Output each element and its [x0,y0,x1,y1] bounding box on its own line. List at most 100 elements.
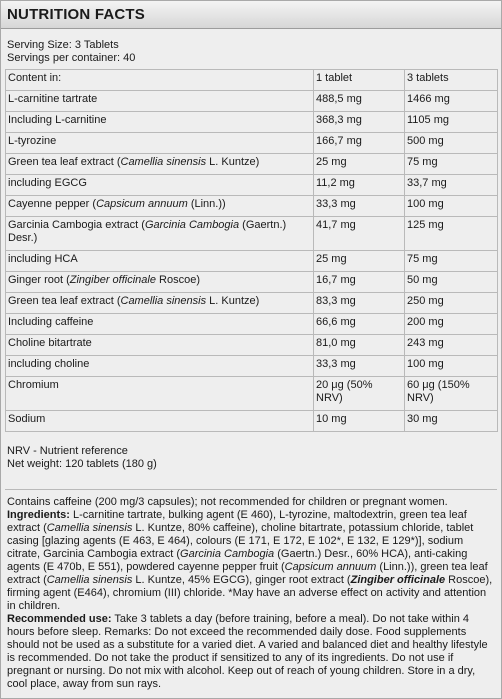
amount-3-tablets: 33,7 mg [404,174,498,196]
latin-name: Capsicum annuum [284,561,377,573]
table-row: Cayenne pepper (Capsicum annuum (Linn.))… [5,195,498,217]
nutrient-name-part: Roscoe) [155,274,200,286]
latin-name-bold: Zingiber officinale [350,574,446,586]
latin-name: Garcinia Cambogia [180,548,275,560]
nutrient-name-part: Green tea leaf extract ( [8,295,121,307]
recommended-use-text: Take 3 tablets a day (before training, b… [7,613,488,690]
ingredients-part: Roscoe), firming agent (E464), chromium … [7,574,493,612]
nutrient-name: Ginger root (Zingiber officinale Roscoe) [5,271,314,293]
amount-1-tablet: 16,7 mg [313,271,405,293]
table-row: Including L-carnitine 368,3 mg 1105 mg [5,111,498,133]
nutrient-name-part: Green tea leaf extract ( [8,156,121,168]
nutrient-name: L-carnitine tartrate [5,90,314,112]
amount-3-tablets: 100 mg [404,355,498,377]
nutrient-name: Garcinia Cambogia extract (Garcinia Camb… [5,216,314,251]
latin-name: Camellia sinensis [46,574,133,586]
amount-1-tablet: 81,0 mg [313,334,405,356]
nutrient-name-part: L. Kuntze) [206,156,260,168]
nutrient-name-part: Cayenne pepper ( [8,198,97,210]
amount-1-tablet: 66,6 mg [313,313,405,335]
ingredients-text: Contains caffeine (200 mg/3 capsules); n… [7,496,495,691]
ingredients-part: L. Kuntze, 45% EGCG), ginger root extrac… [132,574,351,586]
nutrient-name-part: Ginger root ( [8,274,70,286]
amount-1-tablet: 25 mg [313,153,405,175]
amount-1-tablet: 41,7 mg [313,216,405,251]
nutrient-name: Chromium [5,376,314,411]
nutrition-table-body: Content in: 1 tablet 3 tablets L-carniti… [5,69,498,432]
recommended-use-label: Recommended use: [7,613,112,625]
table-row: Sodium 10 mg 30 mg [5,410,498,432]
amount-3-tablets: 200 mg [404,313,498,335]
serving-size: Serving Size: 3 Tablets [7,39,119,51]
net-weight: Net weight: 120 tablets (180 g) [7,458,157,470]
servings-per-container: Servings per container: 40 [7,52,136,64]
nutrient-name: Green tea leaf extract (Camellia sinensi… [5,153,314,175]
table-row: Green tea leaf extract (Camellia sinensi… [5,153,498,175]
amount-1-tablet: 33,3 mg [313,355,405,377]
nutrient-name: Including L-carnitine [5,111,314,133]
ingredients-part: L-carnitine tartrate, bulking agent (E 4… [7,509,467,534]
nutrient-name: Including caffeine [5,313,314,335]
table-row: Garcinia Cambogia extract (Garcinia Camb… [5,216,498,251]
header-3-tablets: 3 tablets [404,69,498,91]
nutrient-name-part: L. Kuntze) [206,295,260,307]
amount-3-tablets: 1466 mg [404,90,498,112]
amount-3-tablets: 75 mg [404,250,498,272]
latin-name: Camellia sinensis [46,522,133,534]
nutrient-latin-name: Camellia sinensis [120,156,207,168]
amount-1-tablet: 10 mg [313,410,405,432]
table-header-row: Content in: 1 tablet 3 tablets [5,69,498,91]
nutrient-name: including HCA [5,250,314,272]
nutrient-latin-name: Zingiber officinale [69,274,156,286]
table-row: L-carnitine tartrate 488,5 mg 1466 mg [5,90,498,112]
ingredients-part: L. Kuntze, 80% caffeine), choline bitart… [7,522,474,560]
ingredients-part: (Gaertn.) Desr., 60% HCA), anti-caking a… [7,548,468,573]
table-row: including EGCG 11,2 mg 33,7 mg [5,174,498,196]
amount-3-tablets: 100 mg [404,195,498,217]
nutrient-name-part: Garcinia Cambogia extract ( [8,219,145,231]
amount-3-tablets: 50 mg [404,271,498,293]
nutrient-name-part: (Linn.)) [187,198,226,210]
amount-3-tablets: 250 mg [404,292,498,314]
table-row: Ginger root (Zingiber officinale Roscoe)… [5,271,498,293]
header-1-tablet: 1 tablet [313,69,405,91]
divider [5,489,497,490]
amount-3-tablets: 75 mg [404,153,498,175]
amount-3-tablets: 60 μg (150% NRV) [404,376,498,411]
nutrient-latin-name: Capsicum annuum [96,198,188,210]
nutrient-latin-name: Garcinia Cambogia [144,219,240,231]
nutrient-name: Green tea leaf extract (Camellia sinensi… [5,292,314,314]
table-row: L-tyrozine 166,7 mg 500 mg [5,132,498,154]
nutrient-name: Cayenne pepper (Capsicum annuum (Linn.)) [5,195,314,217]
table-row: Including caffeine 66,6 mg 200 mg [5,313,498,335]
ingredients-label: Ingredients: [7,509,70,521]
nutrient-name: including EGCG [5,174,314,196]
nutrient-name: including choline [5,355,314,377]
nutrient-latin-name: Camellia sinensis [120,295,207,307]
nutrient-name: L-tyrozine [5,132,314,154]
amount-1-tablet: 488,5 mg [313,90,405,112]
ingredients-section: Contains caffeine (200 mg/3 capsules); n… [1,490,501,691]
nutrient-name-part: (Gaertn.) Desr.) [8,219,287,244]
nrv-note: NRV - Nutrient reference [7,445,128,457]
header-content-in: Content in: [5,69,314,91]
panel-title: NUTRITION FACTS [1,1,501,29]
table-row: including choline 33,3 mg 100 mg [5,355,498,377]
caffeine-warning: Contains caffeine (200 mg/3 capsules); n… [7,496,448,508]
amount-1-tablet: 25 mg [313,250,405,272]
table-row: including HCA 25 mg 75 mg [5,250,498,272]
amount-3-tablets: 125 mg [404,216,498,251]
amount-3-tablets: 500 mg [404,132,498,154]
table-row: Choline bitartrate 81,0 mg 243 mg [5,334,498,356]
table-row: Chromium 20 μg (50% NRV) 60 μg (150% NRV) [5,376,498,411]
amount-3-tablets: 30 mg [404,410,498,432]
amount-1-tablet: 166,7 mg [313,132,405,154]
table-row: Green tea leaf extract (Camellia sinensi… [5,292,498,314]
amount-3-tablets: 1105 mg [404,111,498,133]
nutrient-name: Choline bitartrate [5,334,314,356]
amount-1-tablet: 33,3 mg [313,195,405,217]
amount-1-tablet: 368,3 mg [313,111,405,133]
amount-3-tablets: 243 mg [404,334,498,356]
amount-1-tablet: 83,3 mg [313,292,405,314]
